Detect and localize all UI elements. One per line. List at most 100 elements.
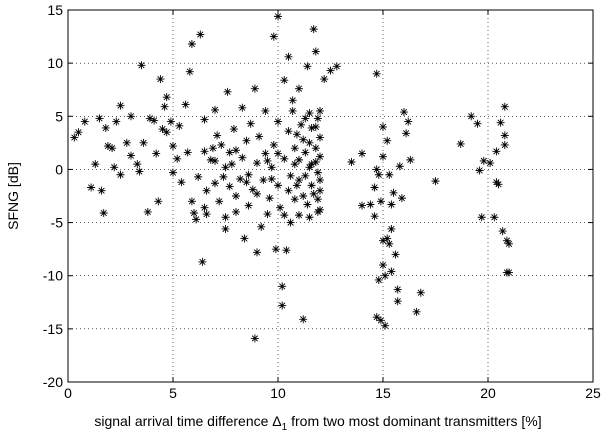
y-tick-label: -5 <box>51 215 64 231</box>
data-point <box>211 156 219 165</box>
data-point <box>221 163 230 172</box>
data-point <box>187 40 196 49</box>
data-point <box>242 136 251 145</box>
data-point <box>208 144 217 153</box>
data-point <box>135 167 144 176</box>
data-point <box>395 162 404 171</box>
data-point <box>263 210 272 219</box>
x-axis-label: signal arrival time difference Δ1 from t… <box>94 413 541 433</box>
data-point <box>385 170 394 179</box>
x-tick-label: 0 <box>64 385 72 401</box>
data-point <box>158 125 167 134</box>
data-point <box>286 171 295 180</box>
data-point <box>250 334 259 343</box>
data-point <box>217 140 226 149</box>
data-point <box>292 181 301 190</box>
x-axis-label-part: from two most dominant transmitters [%] <box>287 413 541 429</box>
data-point <box>299 135 308 144</box>
data-point <box>103 142 112 151</box>
data-point <box>311 157 320 166</box>
data-point <box>250 84 259 93</box>
data-point <box>244 170 253 179</box>
data-point <box>492 147 501 156</box>
data-point <box>95 114 104 123</box>
data-point <box>187 197 196 206</box>
data-point <box>242 178 251 187</box>
data-point <box>278 301 287 310</box>
data-point <box>253 189 261 198</box>
data-point <box>185 67 194 76</box>
data-point <box>162 128 171 137</box>
data-point <box>200 115 209 124</box>
data-point <box>145 114 154 123</box>
data-point <box>387 267 396 276</box>
data-point <box>246 119 255 128</box>
data-point <box>253 159 261 168</box>
data-point <box>299 192 308 200</box>
data-point <box>332 62 341 71</box>
data-point <box>387 224 396 233</box>
data-point <box>238 153 247 162</box>
x-tick-label: 15 <box>375 385 391 401</box>
data-point <box>244 201 253 210</box>
y-tick-label: -10 <box>43 268 63 284</box>
data-point <box>232 146 240 155</box>
data-point <box>370 183 379 192</box>
data-point <box>376 316 385 325</box>
data-point <box>284 127 293 136</box>
data-point <box>154 197 163 206</box>
data-point <box>500 102 509 111</box>
data-point <box>278 282 287 291</box>
data-point <box>221 224 230 233</box>
data-point <box>490 213 499 222</box>
data-point <box>389 188 398 197</box>
data-point <box>402 129 411 138</box>
data-point <box>301 148 310 157</box>
data-point <box>316 133 324 142</box>
data-point <box>169 168 177 177</box>
data-point <box>175 121 184 130</box>
data-point <box>290 195 299 204</box>
data-point <box>143 207 152 216</box>
data-point <box>202 186 211 195</box>
data-point <box>374 275 383 284</box>
data-point <box>122 138 131 147</box>
y-tick-label: 0 <box>55 161 63 177</box>
data-point <box>486 159 495 168</box>
data-point <box>202 210 211 219</box>
data-point <box>505 239 513 248</box>
data-point <box>236 174 245 183</box>
data-point <box>288 96 297 105</box>
data-point <box>269 32 278 41</box>
data-point <box>500 140 509 149</box>
data-point <box>263 156 272 165</box>
data-point <box>255 132 264 141</box>
data-point <box>261 106 270 115</box>
data-point <box>110 163 119 172</box>
data-point <box>99 209 108 218</box>
plot-frame <box>67 9 594 383</box>
data-point <box>393 297 402 306</box>
x-axis-label-subscript: 1 <box>282 422 288 433</box>
data-point <box>257 222 266 231</box>
data-point <box>200 147 209 156</box>
data-point <box>215 197 224 206</box>
data-point <box>232 192 240 200</box>
data-point <box>295 176 303 185</box>
data-point <box>320 75 329 84</box>
data-point <box>225 148 234 157</box>
data-point <box>496 118 505 127</box>
data-point <box>74 128 83 137</box>
data-point <box>206 155 215 164</box>
data-point <box>280 76 289 85</box>
data-point <box>412 307 421 316</box>
data-point <box>269 140 278 149</box>
data-point <box>91 160 100 169</box>
data-point <box>502 236 511 245</box>
data-point <box>173 154 182 163</box>
data-point <box>305 163 314 172</box>
data-point <box>400 108 408 117</box>
data-point <box>309 25 318 34</box>
